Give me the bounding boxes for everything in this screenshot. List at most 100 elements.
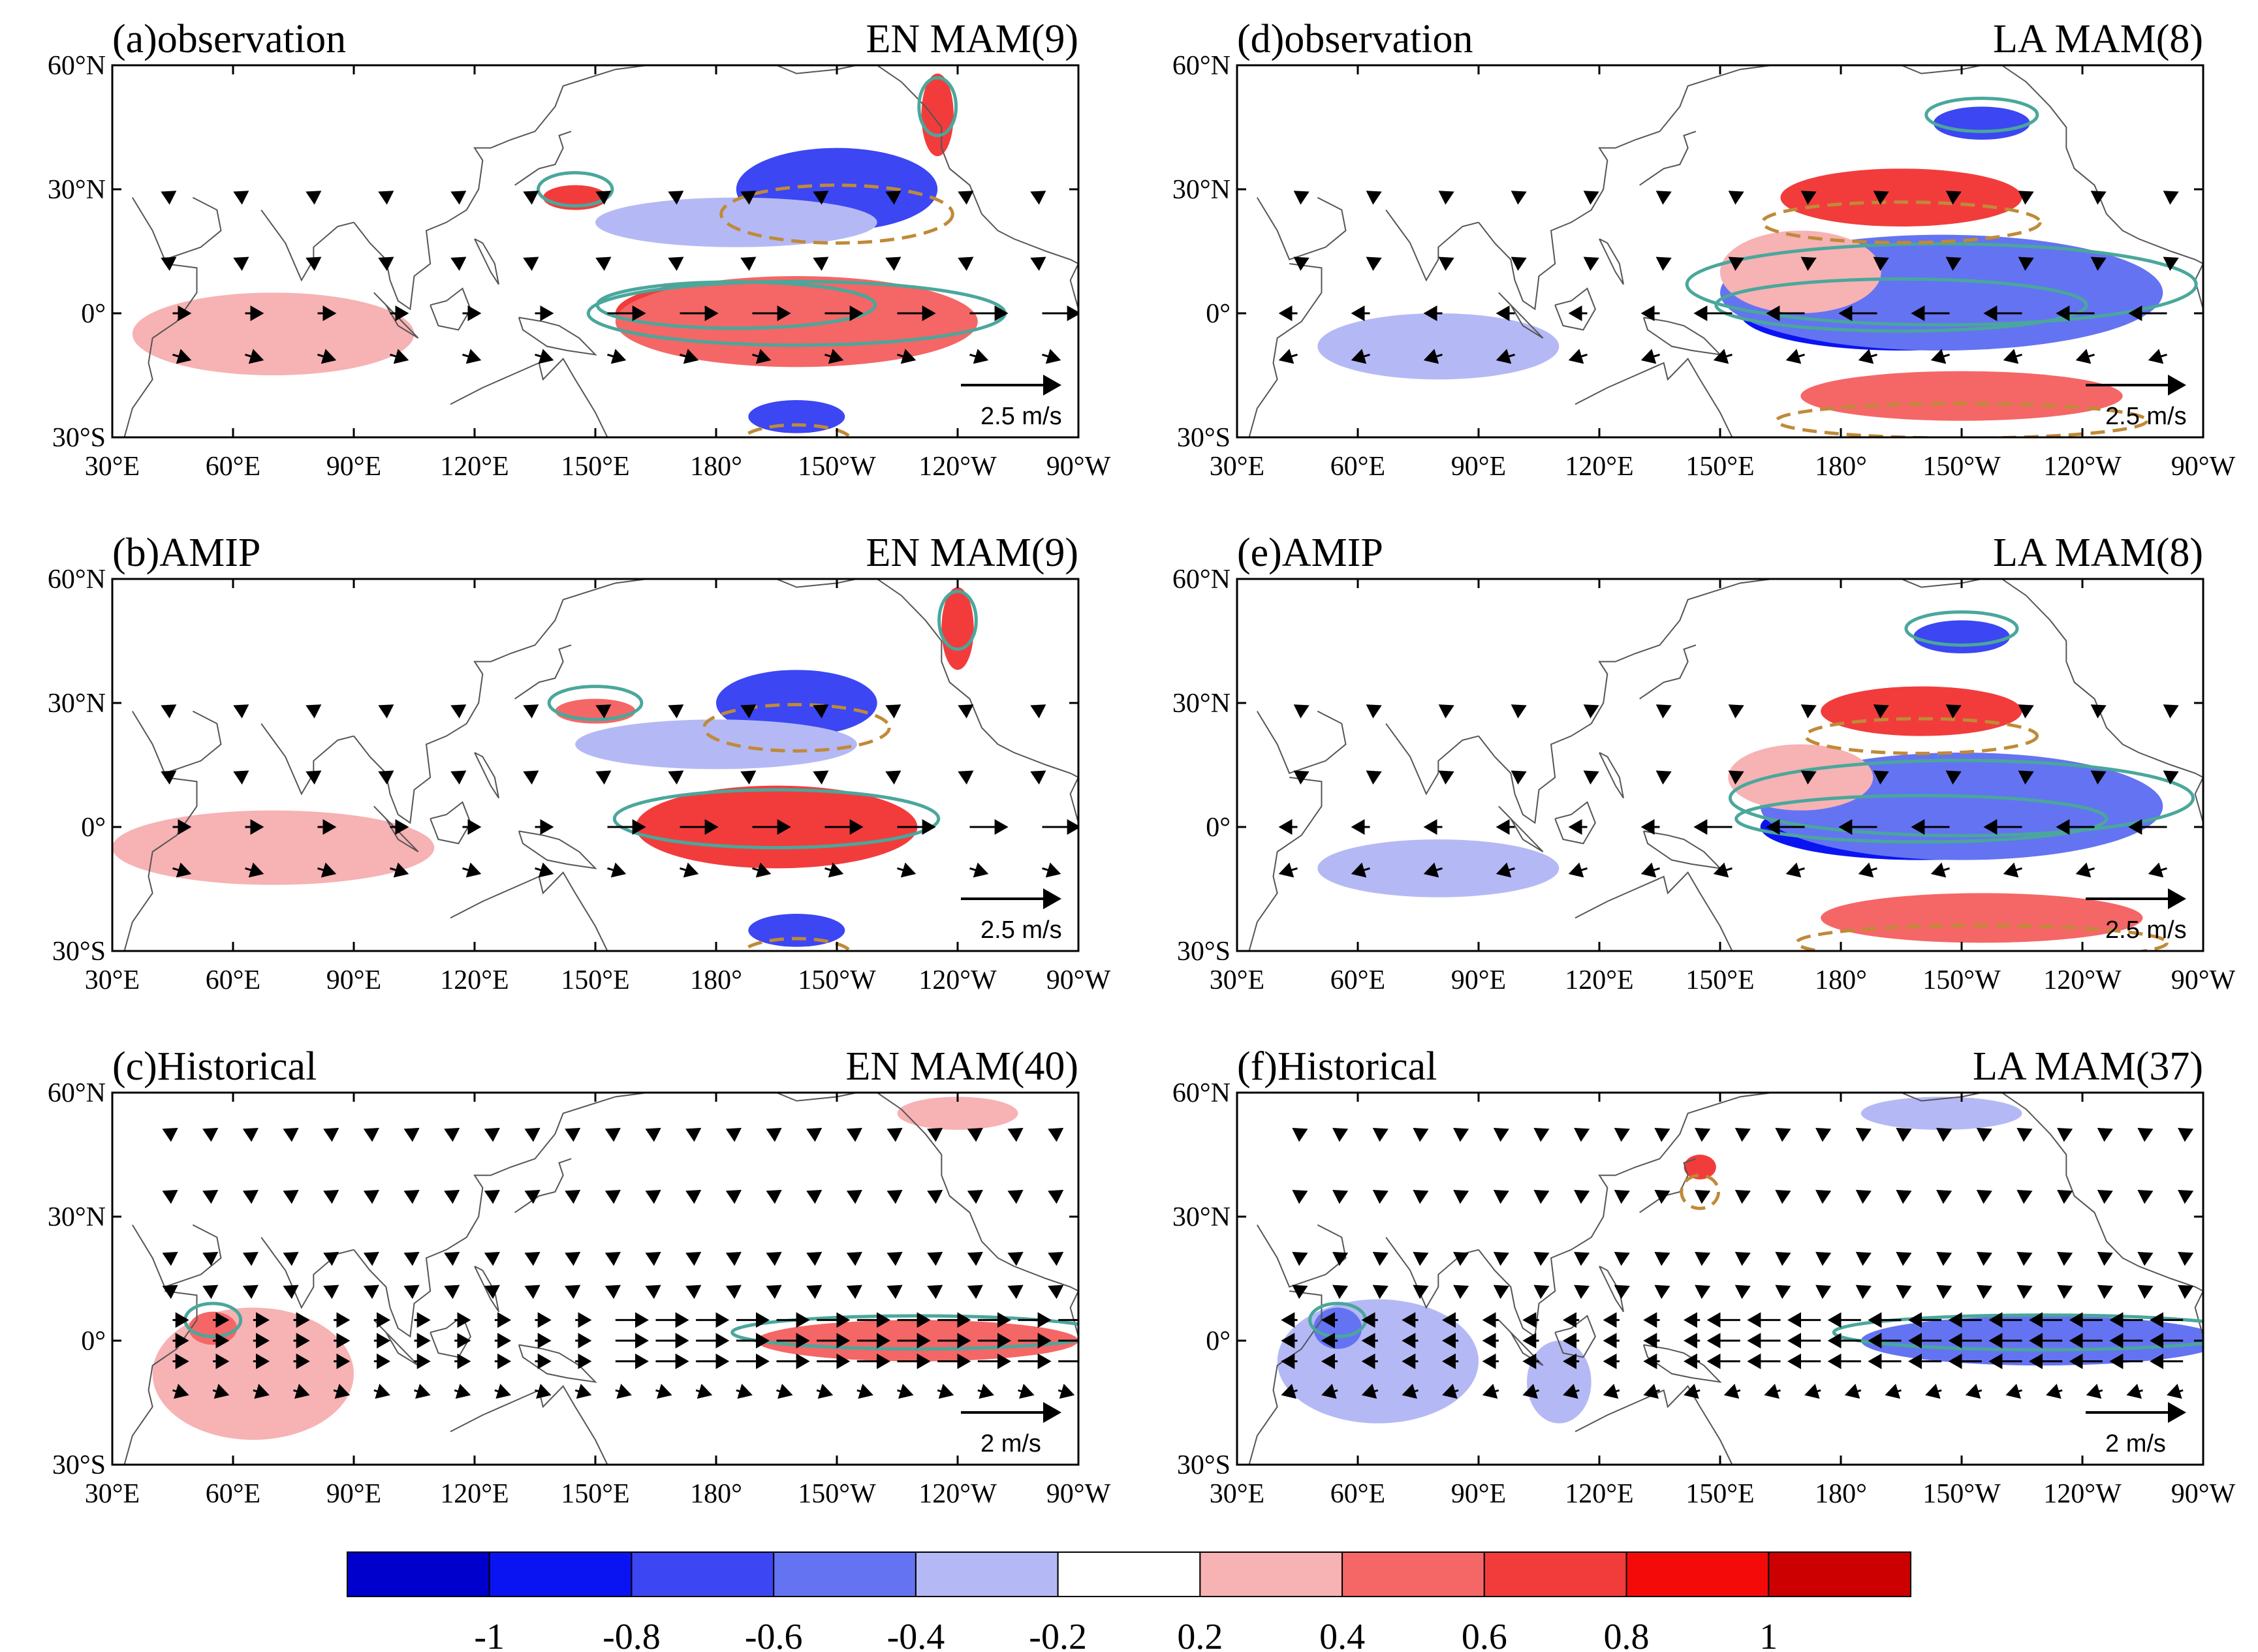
negative-contour xyxy=(1680,1174,1721,1210)
wind-vector xyxy=(897,1383,914,1399)
coastline xyxy=(877,579,1078,778)
wind-vector xyxy=(1815,1251,1832,1266)
wind-vector xyxy=(1695,1251,1711,1266)
coastline xyxy=(1256,710,1347,774)
lat-tick-label: 30°N xyxy=(1172,689,1231,719)
shading-region xyxy=(112,810,435,885)
wind-vector xyxy=(615,1383,632,1399)
lon-tick-label: 120°W xyxy=(918,965,997,995)
wind-vector xyxy=(373,1383,390,1399)
wind-vector xyxy=(2137,1251,2154,1266)
lon-tick-label: 90°E xyxy=(326,452,381,482)
wind-vector xyxy=(1713,349,1733,364)
wind-vector xyxy=(668,191,684,205)
lon-tick-label: 120°E xyxy=(1565,965,1633,995)
lon-tick-label: 180° xyxy=(690,1479,742,1509)
wind-vector xyxy=(1654,1285,1670,1300)
wind-vector xyxy=(1775,1251,1791,1266)
wind-vector xyxy=(1945,704,1962,719)
wind-vector xyxy=(1800,257,1817,272)
positive-contour xyxy=(1904,610,2019,647)
coastline xyxy=(1385,1237,1479,1309)
wind-vector xyxy=(2163,704,2179,719)
wind-vector xyxy=(1533,1251,1550,1266)
wind-vector xyxy=(1042,862,1061,878)
coastline xyxy=(260,723,354,796)
wind-vector xyxy=(1568,862,1588,878)
wind-vector xyxy=(484,1251,500,1266)
reference-vector-label: 2 m/s xyxy=(2105,1430,2166,1457)
positive-contour xyxy=(1734,794,2109,844)
shading-region xyxy=(1684,1155,1716,1179)
lon-tick-label: 150°W xyxy=(1922,452,2001,482)
wind-vector xyxy=(1372,1189,1388,1204)
coastline xyxy=(450,1385,608,1465)
lon-tick-label: 120°E xyxy=(1565,1479,1633,1509)
wind-vector xyxy=(2167,1383,2184,1399)
lat-tick-label: 30°N xyxy=(48,1202,106,1232)
wind-vector xyxy=(595,191,612,205)
panel-a: 30°E 60°E 90°E 120°E 150°E 180° 150°W 120°W 90°W… xyxy=(48,17,1111,482)
wind-vector xyxy=(363,1127,379,1142)
wind-vector xyxy=(2018,704,2034,719)
coastline xyxy=(353,65,648,311)
wind-vector xyxy=(816,1383,834,1399)
wind-vector xyxy=(523,770,539,785)
colorbar-label: 0.6 xyxy=(1462,1617,1507,1652)
wind-vector xyxy=(2090,704,2107,719)
shading-region xyxy=(1720,230,1881,313)
lon-tick-label: 30°E xyxy=(1210,452,1264,482)
lon-tick-label: 30°E xyxy=(1210,965,1264,995)
wind-vector xyxy=(958,257,974,272)
lat-tick-label: 60°N xyxy=(1172,1078,1231,1108)
lat-tick-label: 30°N xyxy=(1172,1202,1231,1232)
lon-tick-label: 30°E xyxy=(85,1479,140,1509)
colorbar-label: -0.4 xyxy=(887,1617,945,1652)
wind-vector xyxy=(655,1383,672,1399)
colorbar-bin xyxy=(1199,1551,1343,1597)
coastline xyxy=(260,210,354,282)
wind-vector xyxy=(604,1127,621,1142)
wind-vector xyxy=(1734,1251,1751,1266)
lon-tick-label: 60°E xyxy=(1330,965,1385,995)
wind-vector xyxy=(1007,1127,1024,1142)
lat-tick-label: 0° xyxy=(81,1326,106,1356)
coastline xyxy=(260,1237,354,1309)
coastline xyxy=(430,287,471,331)
wind-vector xyxy=(363,1285,379,1300)
shading-region xyxy=(1800,371,2123,421)
coastline xyxy=(1639,131,1697,186)
wind-vector xyxy=(1936,1127,1952,1142)
lat-tick-label: 0° xyxy=(1206,813,1231,843)
wind-vector xyxy=(958,770,974,785)
wind-vector xyxy=(1482,1383,1499,1399)
shading-region xyxy=(748,914,845,947)
wind-vector xyxy=(685,1127,702,1142)
lon-tick-label: 120°E xyxy=(440,452,509,482)
wind-vector xyxy=(886,1127,903,1142)
wind-vector xyxy=(1493,1251,1509,1266)
wind-vector xyxy=(1873,704,1889,719)
wind-vector xyxy=(766,1189,782,1204)
lon-tick-label: 60°E xyxy=(206,965,260,995)
wind-vector xyxy=(2178,1285,2194,1300)
panel-title-right: EN MAM(40) xyxy=(846,1044,1078,1089)
coastline xyxy=(123,777,198,951)
wind-vector xyxy=(162,1127,178,1142)
wind-vector xyxy=(1438,257,1454,272)
lon-tick-label: 120°E xyxy=(440,965,509,995)
wind-vector xyxy=(1293,257,1309,272)
wind-vector xyxy=(1896,1189,1912,1204)
wind-vector xyxy=(233,770,249,785)
wind-vector xyxy=(927,1189,943,1204)
wind-vector xyxy=(695,1383,713,1399)
wind-vector xyxy=(1655,704,1672,719)
panel-title-left: (c)Historical xyxy=(112,1044,317,1089)
wind-vector xyxy=(1413,1285,1429,1300)
wind-vector xyxy=(162,1285,178,1300)
wind-vector xyxy=(2178,1251,2194,1266)
wind-vector xyxy=(1936,1189,1952,1204)
panel-title-right: EN MAM(9) xyxy=(866,531,1078,575)
wind-vector xyxy=(806,1251,823,1266)
wind-vector xyxy=(1655,770,1672,785)
